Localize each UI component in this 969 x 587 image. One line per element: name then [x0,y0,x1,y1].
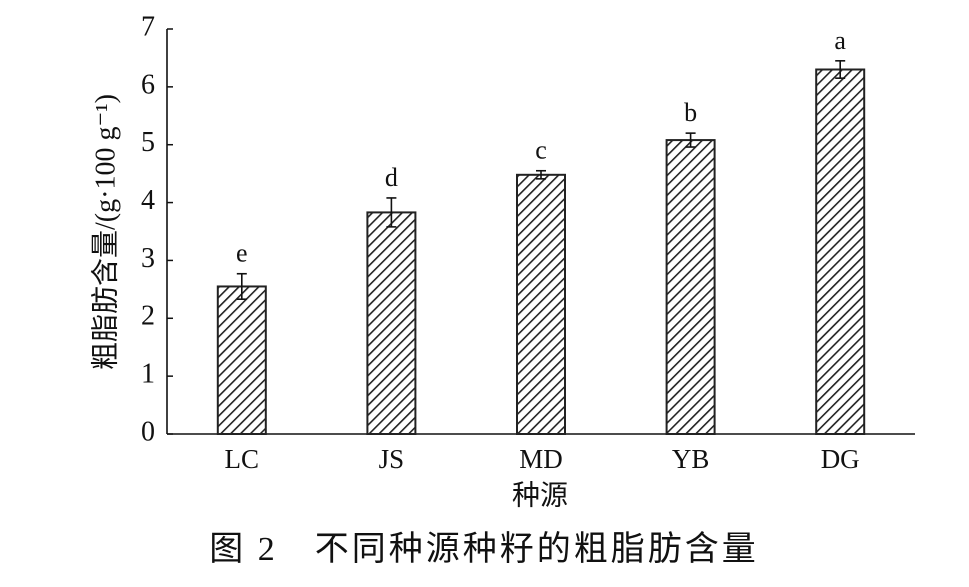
bar [516,173,566,436]
bar [216,285,267,436]
y-tick-label: 1 [141,359,155,390]
error-bar [236,272,247,300]
y-tick-label: 5 [141,127,155,158]
error-bar [685,132,696,148]
x-tick-label: YB [672,444,710,474]
significance-letter: a [834,26,846,55]
figure-caption: 图 2 不同种源种籽的粗脂肪含量 [209,530,759,568]
y-tick-label: 6 [141,69,155,100]
y-tick-label: 2 [141,301,155,332]
x-axis-label: 种源 [512,479,568,511]
y-tick-label: 7 [141,11,155,42]
significance-letter: c [535,136,547,165]
bar [366,211,417,435]
bar [665,139,716,435]
significance-letter: d [385,163,398,192]
bar [815,68,866,435]
x-tick-label: LC [225,444,260,474]
y-tick-label: 3 [141,243,155,274]
x-tick-label: MD [519,444,563,474]
x-tick-label: DG [821,444,860,474]
error-bar [386,197,397,228]
y-tick-label: 0 [141,416,155,447]
significance-letter: e [236,239,248,268]
y-axis-label: 粗脂肪含量/(g·100 g⁻¹) [89,94,121,370]
x-tick-label: JS [379,444,405,474]
significance-letter: b [684,98,697,127]
error-bar [835,60,846,79]
error-bar [536,169,546,180]
y-tick-label: 4 [141,185,155,216]
